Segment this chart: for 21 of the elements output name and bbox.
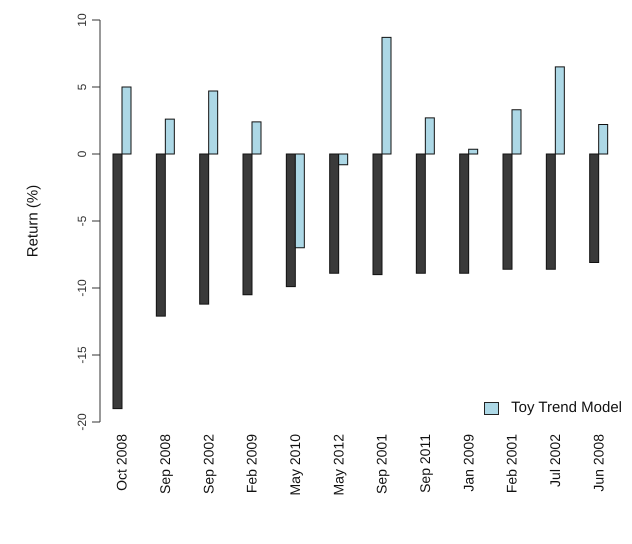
y-tick-label: 0 xyxy=(75,150,89,158)
y-axis-title: Return (%) xyxy=(24,184,42,258)
y-tick-label: -10 xyxy=(75,279,89,297)
x-tick-label: May 2010 xyxy=(287,434,303,496)
x-tick-label: Feb 2009 xyxy=(244,434,260,494)
y-tick-label: -5 xyxy=(75,215,89,226)
x-tick-label: Feb 2001 xyxy=(504,434,520,494)
x-tick-label: Jan 2009 xyxy=(460,434,476,492)
y-tick-label: 5 xyxy=(75,83,89,90)
x-tick-label: May 2012 xyxy=(330,434,346,496)
x-tick-label: Sep 2001 xyxy=(374,434,390,494)
x-tick-label: Sep 2002 xyxy=(200,434,216,494)
x-tick-label: Jul 2002 xyxy=(547,434,563,487)
legend-label: Toy Trend Model xyxy=(511,398,622,418)
y-tick-label: 10 xyxy=(75,13,89,27)
y-tick-label: -15 xyxy=(75,346,89,364)
x-tick-label: Sep 2008 xyxy=(157,434,173,494)
x-tick-label: Sep 2011 xyxy=(417,434,433,493)
x-tick-label: Jun 2008 xyxy=(590,434,606,492)
x-tick-label: Oct 2008 xyxy=(114,434,130,491)
y-tick-label: -20 xyxy=(75,413,89,431)
